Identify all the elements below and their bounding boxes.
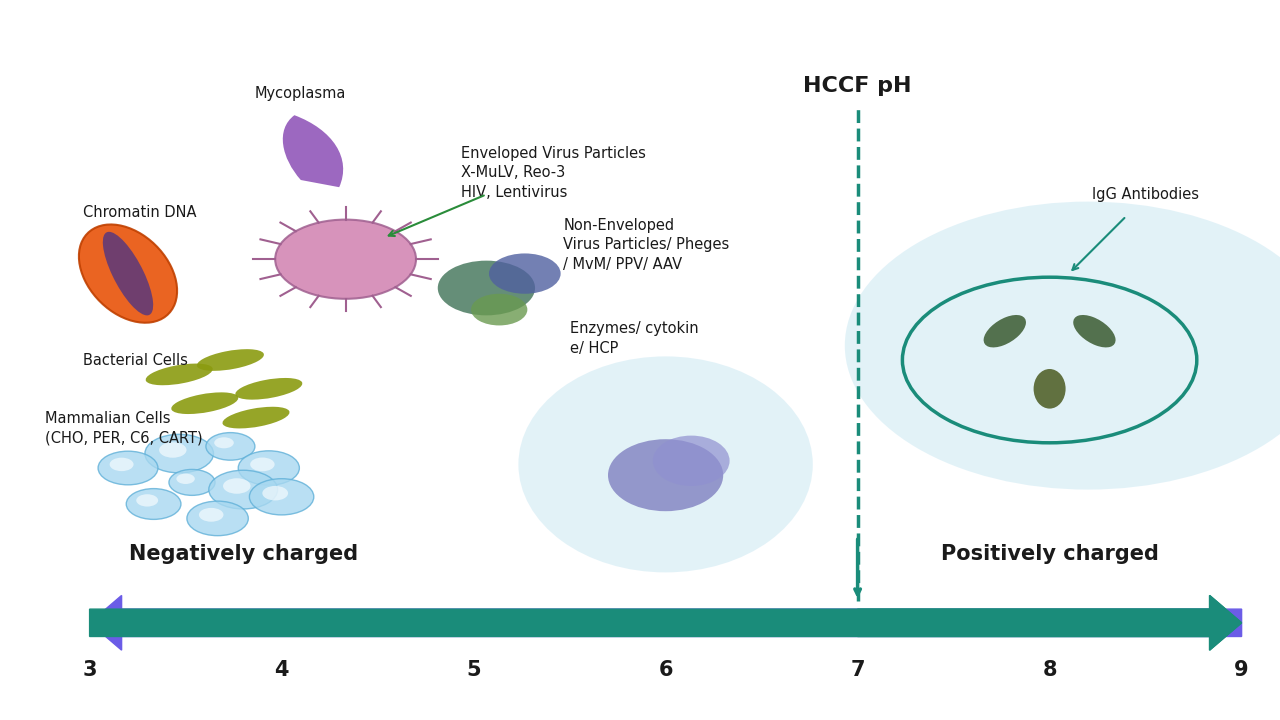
Text: Chromatin DNA: Chromatin DNA [83,205,197,220]
Circle shape [193,505,242,532]
Circle shape [211,436,237,450]
Circle shape [201,509,221,521]
Circle shape [259,484,305,510]
Circle shape [164,445,182,455]
Ellipse shape [172,392,238,414]
Ellipse shape [845,202,1280,490]
Ellipse shape [146,364,212,385]
Text: 8: 8 [1042,660,1057,680]
Circle shape [206,469,280,510]
FancyArrow shape [90,595,1242,650]
Text: 4: 4 [274,660,289,680]
Circle shape [275,220,416,299]
Text: 6: 6 [658,660,673,680]
Circle shape [156,441,202,467]
Text: 7: 7 [850,660,865,680]
Text: Enveloped Virus Particles
X-MuLV, Reo-3
HIV, Lentivirus: Enveloped Virus Particles X-MuLV, Reo-3 … [461,145,645,200]
Circle shape [248,456,276,472]
PathPatch shape [283,115,343,187]
Circle shape [489,253,561,294]
Text: HCCF pH: HCCF pH [804,76,911,96]
Circle shape [221,477,252,495]
Text: Enzymes/ cytokin
e/ HCP: Enzymes/ cytokin e/ HCP [570,321,698,356]
Ellipse shape [79,225,177,323]
Ellipse shape [983,315,1027,348]
Circle shape [266,488,284,498]
Circle shape [154,461,230,504]
Ellipse shape [197,349,264,371]
FancyArrow shape [90,595,1242,650]
Ellipse shape [518,356,813,572]
Text: 9: 9 [1234,660,1249,680]
Text: IgG Antibodies: IgG Antibodies [1092,187,1199,202]
Circle shape [101,453,155,483]
Ellipse shape [653,436,730,486]
Circle shape [133,492,161,508]
Ellipse shape [223,407,289,428]
Circle shape [170,470,201,487]
Text: Non-Enveloped
Virus Particles/ Pheges
/ MvM/ PPV/ AAV: Non-Enveloped Virus Particles/ Pheges / … [563,217,730,272]
Circle shape [198,428,262,464]
Text: 5: 5 [466,660,481,680]
Ellipse shape [236,378,302,400]
Circle shape [438,261,535,315]
Text: 3: 3 [82,660,97,680]
Text: Negatively charged: Negatively charged [128,544,358,564]
Ellipse shape [1034,369,1066,409]
FancyArrow shape [858,595,1242,650]
Text: Mycoplasma: Mycoplasma [255,86,347,101]
Ellipse shape [608,439,723,511]
Ellipse shape [1073,315,1116,348]
Circle shape [119,485,188,523]
Text: Positively charged: Positively charged [941,544,1158,564]
Text: Mammalian Cells
(CHO, PER, C6, CART): Mammalian Cells (CHO, PER, C6, CART) [45,411,202,446]
Ellipse shape [102,232,154,315]
Circle shape [233,448,305,488]
Text: Bacterial Cells: Bacterial Cells [83,353,188,367]
Circle shape [471,294,527,325]
Circle shape [111,459,132,470]
